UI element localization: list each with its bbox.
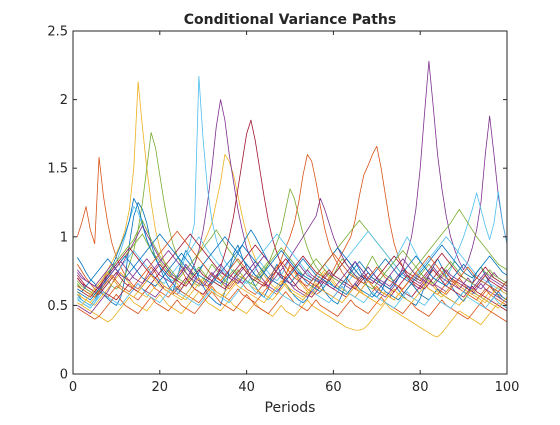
x-tick-label: 60: [325, 380, 342, 395]
series-line-23: [77, 230, 508, 298]
y-tick-label: 2: [60, 93, 68, 108]
y-tick-label: 0.5: [47, 299, 68, 314]
series-line-11: [77, 197, 508, 315]
plot-area: [73, 31, 507, 374]
series-line-20: [77, 280, 508, 309]
series-line-17: [77, 269, 508, 306]
series-layer: [76, 60, 508, 338]
y-tick-label: 1: [60, 230, 68, 245]
y-tick-label: 2.5: [47, 25, 68, 40]
tick-layer: 0 20 40 60 80 100 0 0.5 1 1.5 2 2.5: [47, 25, 519, 396]
series-line-4: [77, 60, 508, 298]
series-line-12: [77, 208, 508, 295]
x-tick-label: 100: [495, 380, 520, 395]
chart-title: Conditional Variance Paths: [184, 12, 397, 28]
series-line-25: [77, 250, 508, 290]
series-line-22: [77, 244, 508, 301]
series-line-13: [77, 230, 508, 306]
series-line-14: [77, 233, 508, 293]
series-line-24: [77, 272, 508, 309]
series-line-10: [77, 291, 508, 338]
x-axis-label: Periods: [265, 400, 316, 416]
series-line-16: [77, 291, 508, 323]
x-tick-label: 20: [152, 380, 169, 395]
x-tick-label: 0: [69, 380, 77, 395]
y-tick-label: 0: [60, 368, 68, 383]
x-tick-label: 80: [412, 380, 429, 395]
series-line-15: [77, 233, 508, 293]
series-line-8: [77, 197, 508, 306]
axes-box: [72, 30, 508, 375]
y-tick-label: 1.5: [47, 162, 68, 177]
x-tick-label: 40: [238, 380, 255, 395]
